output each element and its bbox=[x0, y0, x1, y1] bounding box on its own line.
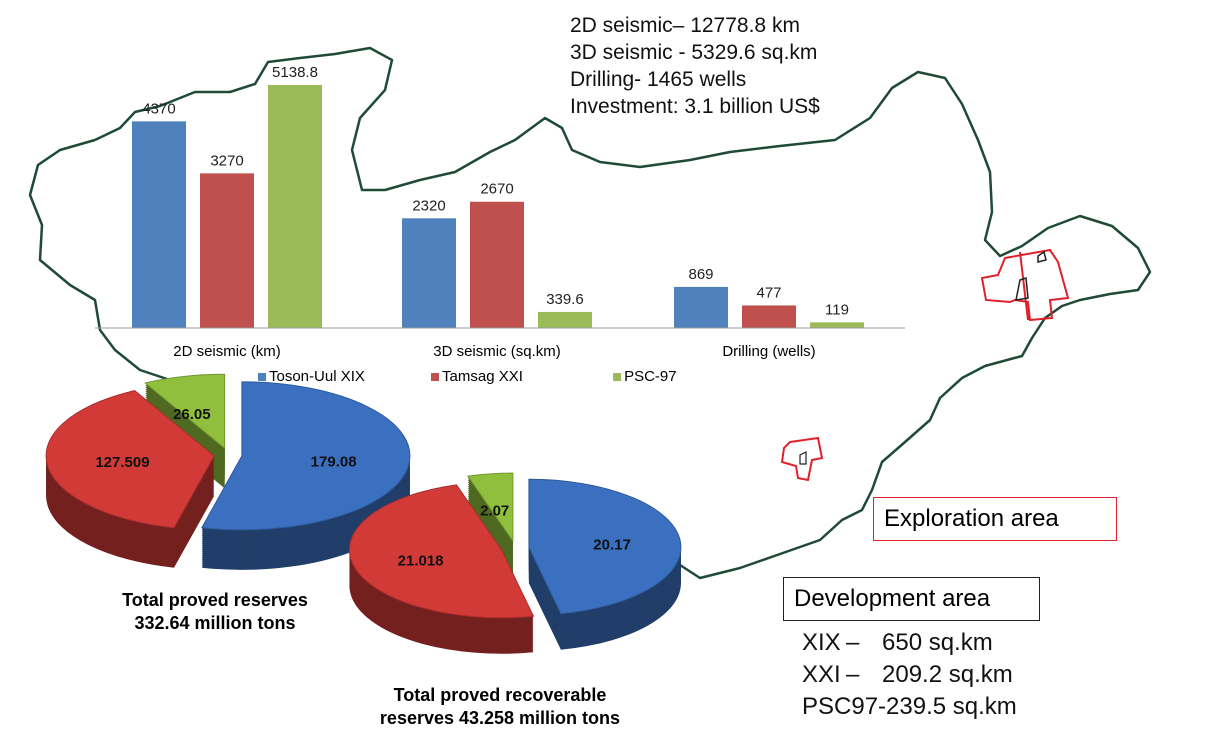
bar-legend: Toson-Uul XIX Tamsag XXI PSC-97 bbox=[258, 368, 677, 385]
pie-value-label: 179.08 bbox=[311, 454, 357, 471]
summary-stats: 2D seismic– 12778.8 km 3D seismic - 5329… bbox=[570, 12, 820, 120]
bar-0-0 bbox=[132, 121, 186, 328]
legend-item-toson: Toson-Uul XIX bbox=[258, 368, 365, 385]
development-area-polygon-south bbox=[799, 451, 807, 465]
pie-value-label: 20.17 bbox=[593, 536, 631, 553]
category-label: 3D seismic (sq.km) bbox=[433, 343, 561, 360]
pie-value-label: 2.07 bbox=[480, 502, 509, 519]
pie1-slice-2 bbox=[467, 472, 514, 543]
category-label: 2D seismic (km) bbox=[173, 343, 281, 360]
stat-3d: 3D seismic - 5329.6 sq.km bbox=[570, 41, 818, 64]
pie2-caption: Total proved recoverable reserves 43.258… bbox=[379, 685, 621, 728]
stat-investment: Investment: 3.1 billion US$ bbox=[570, 95, 820, 118]
pie1-slice-0 bbox=[528, 478, 682, 615]
pie-value-label: 26.05 bbox=[173, 406, 211, 423]
bar-value-label: 869 bbox=[688, 266, 713, 283]
dev-area-row: PSC97-239.5 sq.km bbox=[802, 693, 1017, 720]
pie1-caption: Total proved reserves 332.64 million ton… bbox=[122, 590, 308, 633]
bar-0-2 bbox=[674, 286, 728, 328]
bar-value-label: 3270 bbox=[210, 152, 243, 169]
pie-value-label: 127.509 bbox=[95, 454, 149, 471]
bar-value-label: 119 bbox=[825, 301, 849, 318]
pie0-slice-2 bbox=[144, 373, 226, 450]
exploration-area-south bbox=[780, 436, 824, 482]
exploration-area-legend: Exploration area bbox=[873, 497, 1117, 541]
bar-1-0 bbox=[200, 173, 254, 328]
dev-area-row: XIX –650 sq.km bbox=[802, 629, 993, 656]
legend-item-tamsag: Tamsag XXI bbox=[431, 368, 523, 385]
legend-swatch bbox=[613, 373, 622, 381]
exploration-area-north bbox=[980, 248, 1070, 322]
development-areas-list: XIX –650 sq.km XXI –209.2 sq.km PSC97-239.… bbox=[802, 627, 1017, 723]
development-area-polygon bbox=[1015, 250, 1047, 301]
stat-drilling: Drilling- 1465 wells bbox=[570, 68, 747, 91]
development-area-legend: Development area bbox=[783, 577, 1040, 621]
pie0-slice-1 bbox=[45, 390, 215, 529]
bar-value-label: 2670 bbox=[480, 181, 513, 198]
bar-value-label: 5138.8 bbox=[272, 64, 318, 81]
bar-value-label: 2320 bbox=[412, 197, 445, 214]
bar-value-label: 4370 bbox=[142, 100, 175, 117]
bar-value-label: 477 bbox=[756, 284, 781, 301]
category-label: Drilling (wells) bbox=[722, 343, 816, 360]
bar-1-2 bbox=[742, 305, 796, 328]
legend-swatch bbox=[431, 373, 440, 381]
bar-2-1 bbox=[538, 311, 592, 328]
pie1-slice-1 bbox=[348, 484, 535, 619]
pie0-slice-0 bbox=[200, 381, 411, 531]
bar-value-label: 339.6 bbox=[546, 291, 584, 308]
bar-1-1 bbox=[470, 201, 524, 328]
bar-2-2 bbox=[810, 322, 864, 328]
bar-2-0 bbox=[268, 85, 322, 328]
bar-0-1 bbox=[402, 218, 456, 328]
dev-area-row: XXI –209.2 sq.km bbox=[802, 661, 1013, 688]
pie-value-label: 21.018 bbox=[398, 552, 444, 569]
stat-2d: 2D seismic– 12778.8 km bbox=[570, 14, 800, 37]
legend-swatch bbox=[258, 373, 266, 381]
legend-item-psc: PSC-97 bbox=[613, 368, 677, 385]
